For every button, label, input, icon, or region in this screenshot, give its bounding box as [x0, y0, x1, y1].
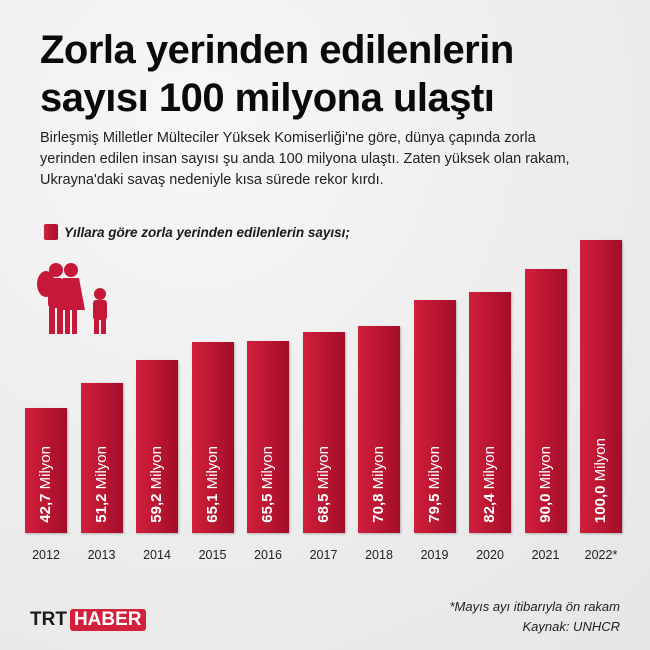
bar-2015: 65,1 Milyon: [191, 342, 234, 533]
bar-2016: 65,5 Milyon: [247, 341, 289, 533]
title-line-2: sayısı 100 milyona ulaştı: [40, 76, 495, 120]
chart-legend: Yıllara göre zorla yerinden edilenlerin …: [44, 224, 350, 240]
page-title: Zorla yerinden edilenlerin sayısı 100 mi…: [40, 26, 640, 122]
data-label: 42,7 Milyon: [37, 446, 54, 523]
data-label: 65,1 Milyon: [203, 446, 221, 523]
x-tick-label: 2013: [87, 548, 116, 562]
trt-haber-logo: TRT HABER: [30, 609, 146, 631]
logo-haber: HABER: [69, 609, 146, 631]
x-tick-label: 2022*: [584, 548, 618, 562]
title-line-1: Zorla yerinden edilenlerin: [40, 28, 514, 72]
bar-2013: 51,2 Milyon: [80, 382, 123, 533]
x-tick-label: 2017: [309, 548, 338, 562]
source-text: Kaynak: UNHCR: [522, 619, 620, 634]
footnote-text: *Mayıs ayı itibarıyla ön rakam: [449, 599, 620, 614]
bar-2022*: 100,0 Milyon: [580, 240, 622, 533]
data-label: 100,0 Milyon: [592, 437, 609, 523]
x-tick-label: 2012: [32, 548, 60, 562]
footnote: *Mayıs ayı itibarıyla ön rakam Kaynak: U…: [449, 597, 620, 637]
bar-2014: 59,2 Milyon: [136, 359, 178, 533]
refugee-family-icon: [37, 263, 107, 334]
bar-2019: 79,5 Milyon: [413, 300, 456, 533]
data-label: 70,8 Milyon: [370, 446, 387, 523]
x-tick-label: 2021: [531, 548, 560, 562]
x-tick-label: 2015: [198, 548, 227, 562]
x-tick-label: 2014: [143, 548, 171, 562]
logo-trt: TRT: [30, 609, 67, 630]
data-label: 79,5 Milyon: [425, 446, 443, 523]
data-label: 65,5 Milyon: [259, 446, 276, 523]
x-tick-label: 2018: [365, 548, 393, 562]
x-tick-label: 2020: [476, 548, 504, 562]
bar-2018: 70,8 Milyon: [358, 325, 400, 533]
data-label: 59,2 Milyon: [148, 446, 165, 523]
chart-title: Yıllara göre zorla yerinden edilenlerin …: [64, 224, 350, 240]
bar-2021: 90,0 Milyon: [524, 269, 567, 533]
x-tick-label: 2016: [254, 548, 282, 562]
data-label: 90,0 Milyon: [536, 446, 554, 523]
bar-2012: 42,7 Milyon: [25, 407, 67, 533]
legend-swatch: [44, 224, 58, 240]
data-label: 68,5 Milyon: [314, 446, 332, 523]
description: Birleşmiş Milletler Mülteciler Yüksek Ko…: [40, 130, 570, 188]
x-tick-label: 2019: [420, 548, 449, 562]
data-label: 82,4 Milyon: [481, 446, 498, 523]
bar-2017: 68,5 Milyon: [302, 332, 345, 533]
bar-2020: 82,4 Milyon: [469, 291, 511, 533]
data-label: 51,2 Milyon: [92, 446, 110, 523]
